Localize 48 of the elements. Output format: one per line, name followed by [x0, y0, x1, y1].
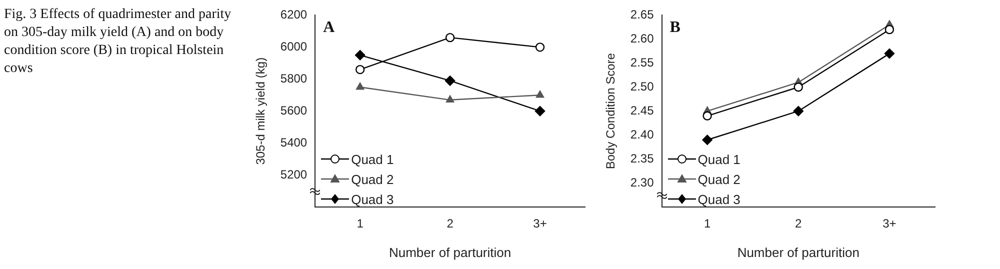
x-tick-label: 1 [356, 216, 364, 231]
x-axis-title: Number of parturition [388, 244, 512, 260]
legend-label: Quad 2 [698, 172, 740, 186]
annotation: B [670, 19, 680, 38]
y-tick-label: 6000 [280, 39, 308, 54]
legend-label: Quad 3 [698, 192, 740, 206]
y-tick-label: 2.30 [630, 175, 654, 190]
point [536, 90, 544, 98]
y-tick-label: 5800 [280, 71, 308, 86]
point [356, 82, 364, 90]
point [354, 50, 366, 60]
y-tick-label: 5400 [280, 135, 308, 150]
x-tick-label: 1 [704, 216, 711, 231]
y-tick-label: 2.50 [630, 79, 654, 94]
point [446, 95, 454, 103]
y-tick-label: 2.35 [630, 151, 654, 166]
point [793, 106, 804, 116]
point [884, 48, 895, 59]
x-tick-label: 2 [446, 216, 454, 231]
legend-label: Quad 1 [351, 152, 394, 166]
legend-label: Quad 1 [698, 152, 740, 166]
point [534, 106, 546, 116]
caption: Fig. 3 Effects of quadrimester and parity on 305-day milk yield (A) and on body condition score (B) in tropical Holstein cows [4, 6, 232, 78]
y-tick-label: 2.45 [630, 103, 654, 118]
legend-label: Quad 2 [351, 172, 394, 186]
x-tick-label: 3+ [533, 216, 547, 231]
point [794, 82, 803, 92]
y-tick-label: 6200 [280, 8, 308, 22]
point [355, 64, 365, 74]
point [445, 32, 455, 42]
annotation: A [323, 19, 335, 38]
x-tick-label: 3+ [882, 216, 896, 231]
legend-label: Quad 3 [351, 192, 394, 206]
y-tick-label: 5200 [280, 167, 308, 182]
y-tick-label: 2.60 [630, 31, 654, 46]
y-axis-title: Body Condition Score [604, 52, 618, 170]
y-tick-label: 2.65 [630, 8, 654, 22]
point [884, 24, 894, 34]
y-tick-label: 5600 [280, 103, 308, 118]
x-tick-label: 2 [795, 216, 802, 231]
y-axis-title: 305-d milk yield (kg) [254, 57, 268, 165]
y-tick-label: 2.55 [630, 55, 654, 70]
point [702, 134, 712, 145]
point [444, 76, 456, 86]
point [702, 111, 712, 120]
y-tick-label: 2.40 [630, 127, 654, 142]
x-axis-title: Number of parturition [737, 244, 860, 260]
point [535, 42, 545, 52]
